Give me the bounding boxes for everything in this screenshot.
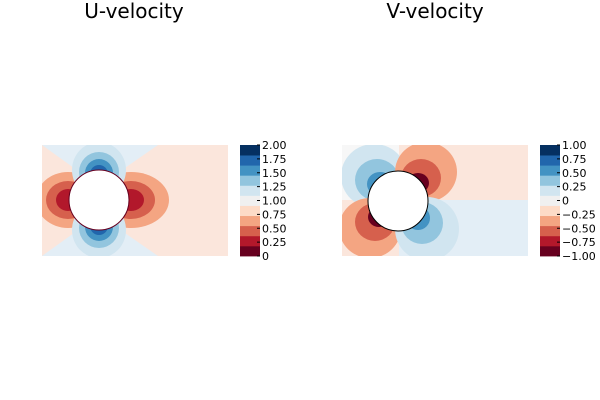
u-colorbar-band xyxy=(240,165,260,176)
v-colorbar-band xyxy=(540,145,560,156)
u-colorbar-tick-label: 0.25 xyxy=(262,236,287,249)
u-velocity-title: U-velocity xyxy=(84,0,184,23)
u-colorbar-band xyxy=(240,215,260,227)
u-colorbar-tick-label: 1.75 xyxy=(262,153,287,166)
v-cylinder-obstacle xyxy=(367,170,429,232)
v-colorbar-tick-label: 0 xyxy=(562,195,569,208)
v-colorbar-tick-label: 0.25 xyxy=(562,181,587,194)
u-colorbar-band xyxy=(240,175,260,186)
v-colorbar-tick-label: −0.25 xyxy=(562,208,596,221)
u-colorbar-band xyxy=(240,225,260,237)
v-colorbar-band xyxy=(540,245,560,257)
v-colorbar-band xyxy=(540,185,560,196)
v-colorbar-band xyxy=(540,155,560,166)
u-colorbar-band xyxy=(240,145,260,156)
v-colorbar-tick-label: 1.00 xyxy=(562,139,587,152)
u-colorbar-tick-label: 0.75 xyxy=(262,208,287,221)
u-colorbar-band xyxy=(240,235,260,247)
u-colorbar-band xyxy=(240,195,260,206)
u-cylinder-obstacle xyxy=(68,169,130,231)
v-colorbar-band xyxy=(540,235,560,247)
v-colorbar-band xyxy=(540,195,560,206)
u-velocity-contour-field xyxy=(42,145,228,256)
v-velocity-title: V-velocity xyxy=(386,0,484,23)
v-colorbar-tick-label: −1.00 xyxy=(562,250,596,263)
u-colorbar-band xyxy=(240,245,260,257)
u-colorbar-tick-label: 0 xyxy=(262,250,269,263)
u-colorbar-band xyxy=(240,155,260,166)
u-colorbar-band xyxy=(240,205,260,217)
u-colorbar-tick-label: 1.00 xyxy=(262,195,287,208)
u-velocity-colorbar: 00.250.500.751.001.251.501.752.00 xyxy=(240,139,287,263)
u-colorbar-band xyxy=(240,185,260,196)
u-colorbar-tick-label: 1.25 xyxy=(262,181,287,194)
v-colorbar-tick-label: 0.50 xyxy=(562,167,587,180)
v-velocity-contour-field xyxy=(342,145,528,256)
u-colorbar-tick-label: 2.00 xyxy=(262,139,287,152)
v-colorbar-tick-label: −0.75 xyxy=(562,236,596,249)
u-colorbar-tick-label: 1.50 xyxy=(262,167,287,180)
u-colorbar-bands xyxy=(240,145,260,257)
u-velocity-panel: U-velocity xyxy=(42,0,287,263)
u-colorbar-tick-label: 0.50 xyxy=(262,222,287,235)
v-colorbar-band xyxy=(540,175,560,186)
v-colorbar-tick-label: −0.50 xyxy=(562,222,596,235)
v-colorbar-band xyxy=(540,225,560,237)
u-colorbar-ticks: 00.250.500.751.001.251.501.752.00 xyxy=(257,139,287,263)
v-colorbar-bands xyxy=(540,145,560,257)
v-colorbar-band xyxy=(540,165,560,176)
v-velocity-panel: V-velocity xyxy=(342,0,596,263)
v-colorbar-tick-label: 0.75 xyxy=(562,153,587,166)
v-colorbar-band xyxy=(540,215,560,227)
v-colorbar-band xyxy=(540,205,560,217)
